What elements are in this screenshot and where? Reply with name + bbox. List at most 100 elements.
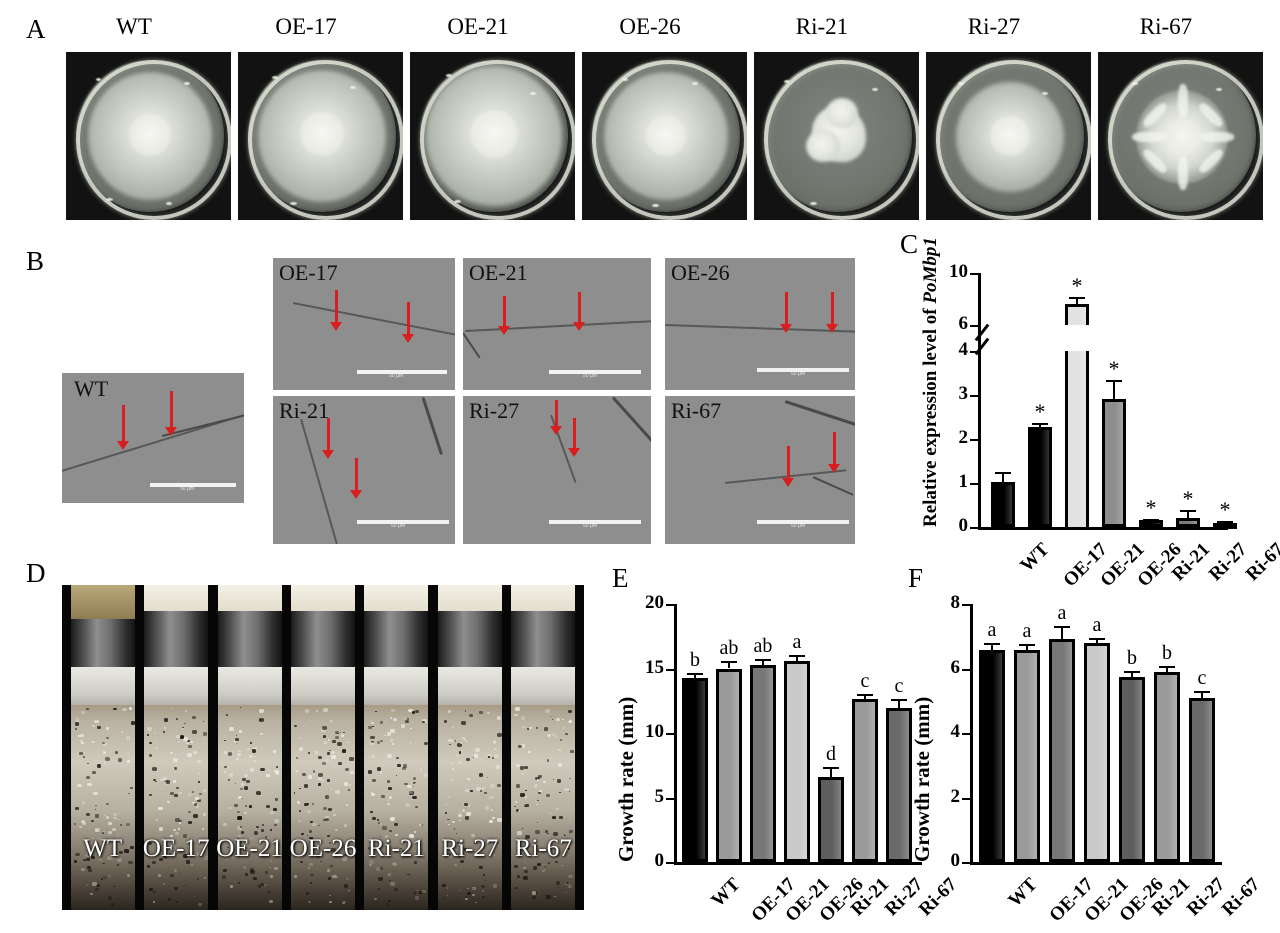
panel-c-y-tick <box>970 483 979 485</box>
panel-e-y-tick <box>666 862 675 864</box>
panel-e-error-cap <box>823 767 839 769</box>
arrow-marker <box>780 324 792 333</box>
arrow-marker <box>782 478 794 487</box>
panel-f-bar <box>1119 677 1145 862</box>
chart-panel-e: 0 5 10 15 20 Growth rate (mm) b ab ab a d c c WT OE-17… <box>612 590 932 925</box>
panel-e-bar <box>852 699 878 862</box>
panel-c-error-cap <box>995 472 1011 474</box>
panel-a-column-label-ri67: Ri-67 <box>1100 14 1232 40</box>
panel-c-xaxis-label: Ri-27 <box>1205 539 1252 586</box>
panel-c-xaxis-label: Ri-67 <box>1242 539 1280 586</box>
panel-f-significance-label: a <box>972 619 1012 642</box>
panel-f-y-tick <box>962 798 971 800</box>
panel-c-xaxis-label: WT <box>1016 539 1054 577</box>
scale-bar-text: 50 µm <box>389 373 403 379</box>
micrograph-label-ri21: Ri-21 <box>279 398 329 424</box>
panel-f-significance-label: a <box>1007 620 1047 643</box>
tube-label: WT <box>67 835 139 863</box>
panel-f-y-tick <box>962 862 971 864</box>
panel-c-significance-label: * <box>1131 495 1171 521</box>
panel-e-y-tick-label: 20 <box>628 592 664 614</box>
scale-bar-text: 50 µm <box>583 523 597 529</box>
micrograph-label-wt: WT <box>74 376 108 402</box>
chart-panel-f: 0 2 4 6 8 Growth rate (mm) a a a a b b c WT OE-17 OE-21… <box>908 590 1238 925</box>
panel-f-bar <box>1189 698 1215 862</box>
panel-c-y-tick <box>970 325 979 327</box>
panel-f-bar <box>1049 639 1075 862</box>
panel-f-error-cap <box>1159 666 1175 668</box>
tube-label: OE-17 <box>140 835 212 863</box>
arrow-marker <box>350 490 362 499</box>
panel-c-bar <box>1065 351 1089 527</box>
scale-bar-text: 50 µm <box>391 523 405 529</box>
panel-f-bar <box>1084 643 1110 862</box>
micrograph-label-ri67: Ri-67 <box>671 398 721 424</box>
panel-c-significance-label: * <box>1205 497 1245 523</box>
panel-label-a: A <box>26 16 46 43</box>
arrow-marker <box>578 292 581 324</box>
panel-f-bar <box>979 650 1005 862</box>
scale-bar-text: 50 µm <box>791 523 805 529</box>
panel-e-error-cap <box>687 673 703 675</box>
panel-e-bar <box>818 777 844 862</box>
micrograph-label-oe21: OE-21 <box>469 260 528 286</box>
panel-c-y-tick <box>970 527 979 529</box>
arrow-marker <box>117 441 129 450</box>
panel-e-bar <box>750 665 776 862</box>
panel-c-bar <box>1213 523 1237 529</box>
panel-e-y-tick <box>666 604 675 606</box>
tube-label: Ri-27 <box>434 835 506 863</box>
panel-e-error-cap <box>857 694 873 696</box>
panel-f-y-tick-label: 6 <box>924 657 960 679</box>
arrow-marker <box>322 450 334 459</box>
arrow-marker <box>568 448 580 457</box>
panel-label-f: F <box>908 565 923 592</box>
chart-panel-c: 10 6 0 1 2 3 4 Relative expression level of PoM… <box>900 255 1280 555</box>
panel-e-error-cap <box>891 699 907 701</box>
panel-f-bar <box>1154 672 1180 862</box>
panel-f-error-cap <box>1194 691 1210 693</box>
panel-f-y-axis-title: Growth rate (mm) <box>910 697 935 862</box>
scale-bar-text: 50 µm <box>180 486 194 492</box>
panel-c-bar <box>1176 518 1200 527</box>
panel-c-bar <box>1102 399 1126 527</box>
arrow-marker <box>335 290 338 324</box>
petri-dish-ri21 <box>754 52 919 220</box>
culture-tube-photo: WT OE-17 OE-21 OE-26 Ri-21 Ri-27 Ri-67 <box>62 585 584 910</box>
panel-f-significance-label: b <box>1147 642 1187 665</box>
panel-f-error-cap <box>1089 638 1105 640</box>
tube-label: OE-26 <box>287 835 359 863</box>
panel-c-y-tick <box>970 395 979 397</box>
panel-f-significance-label: a <box>1077 614 1117 637</box>
arrow-marker <box>407 302 410 336</box>
arrow-marker <box>402 334 414 343</box>
panel-f-bar <box>1014 650 1040 862</box>
panel-e-bar <box>716 669 742 863</box>
panel-c-y-axis <box>978 273 981 529</box>
panel-e-y-tick <box>666 733 675 735</box>
panel-c-x-axis <box>978 527 1228 530</box>
panel-f-xaxis-label: Ri-67 <box>1218 874 1265 921</box>
panel-e-y-tick <box>666 669 675 671</box>
panel-f-error-cap <box>984 643 1000 645</box>
arrow-marker <box>498 326 510 335</box>
panel-e-error-cap <box>755 659 771 661</box>
scale-bar-text: 50 µm <box>583 373 597 379</box>
panel-a-column-label-ri21: Ri-21 <box>756 14 888 40</box>
arrow-marker <box>503 296 506 328</box>
panel-e-bar <box>682 678 708 862</box>
panel-f-error-cap <box>1124 671 1140 673</box>
panel-e-y-tick <box>666 798 675 800</box>
panel-a-column-label-ri27: Ri-27 <box>928 14 1060 40</box>
panel-f-y-tick-label: 8 <box>924 592 960 614</box>
panel-f-significance-label: a <box>1042 602 1082 625</box>
panel-e-xaxis-label: WT <box>707 874 745 912</box>
panel-c-bar <box>1065 304 1089 325</box>
arrow-marker <box>165 427 177 436</box>
panel-a-column-label-oe17: OE-17 <box>240 14 372 40</box>
panel-c-y-axis-title: Relative expression level of PoMbp1 <box>920 237 942 527</box>
arrow-marker <box>170 391 173 429</box>
panel-a-column-label-wt: WT <box>68 14 200 40</box>
panel-f-error-cap <box>1054 626 1070 628</box>
panel-e-error-cap <box>721 661 737 663</box>
